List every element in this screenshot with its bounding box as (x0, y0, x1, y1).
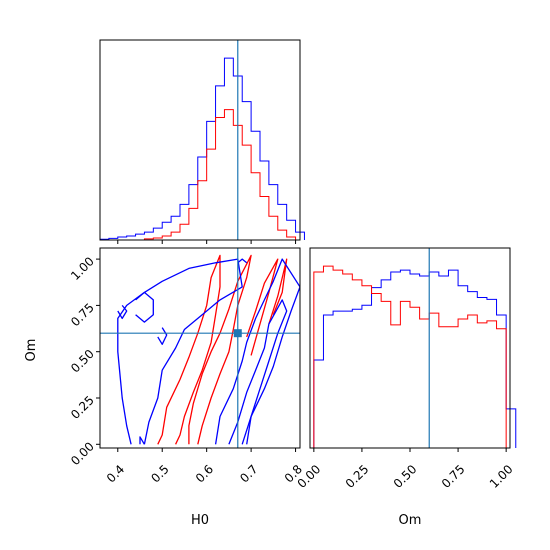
joint-contours (117, 254, 300, 445)
joint-y-tick-label-3: 0.75 (68, 300, 97, 329)
contour-9 (135, 291, 154, 323)
contour-2 (246, 258, 279, 356)
joint-x-tick-label-3: 0.7 (237, 462, 260, 485)
contour-8 (157, 327, 168, 345)
joint-x-tick-label-2: 0.6 (193, 462, 216, 485)
om-hist-x-tick-label-1: 0.25 (343, 462, 372, 491)
h0-hist-series-0 (99, 57, 305, 240)
joint-x-tick-label-0: 0.4 (104, 462, 127, 485)
h0-hist-frame (99, 39, 301, 241)
y-axis-label-om: Om (24, 339, 39, 362)
contour-7 (117, 304, 128, 320)
om-hist-x-tick-label-4: 1.00 (487, 462, 516, 491)
om-histogram-panel: 0.00 0.25 0.50 0.75 1.00 (295, 247, 517, 491)
contour-0 (157, 254, 221, 445)
h0-histogram-panel (99, 39, 305, 244)
om-hist-frame (309, 247, 511, 449)
x-axis-label-h0: H0 (191, 513, 209, 528)
joint-frame (99, 247, 301, 449)
h0-om-contour-panel: 0.4 0.5 0.6 0.7 0.80.000.250.500.751.00 (68, 247, 305, 486)
contour-4 (117, 258, 243, 445)
om-hist-x-tick-label-3: 0.75 (439, 462, 468, 491)
om-hist-series-0 (313, 269, 517, 448)
contour-10 (139, 436, 145, 445)
joint-y-tick-label-0: 0.00 (68, 439, 97, 468)
contour-11 (237, 258, 248, 264)
om-hist-x-tick-label-2: 0.50 (391, 462, 420, 491)
contour-3 (268, 258, 288, 325)
joint-y-tick-label-1: 0.25 (68, 393, 97, 422)
contour-1 (188, 254, 252, 445)
joint-y-tick-label-2: 0.50 (68, 347, 97, 376)
joint-y-tick-label-4: 1.00 (68, 254, 97, 283)
om-hist-series-1 (313, 265, 507, 448)
joint-truth-marker (233, 329, 242, 338)
x-axis-label-om: Om (399, 513, 422, 528)
contour-6 (228, 299, 288, 445)
joint-x-tick-label-1: 0.5 (148, 462, 171, 485)
h0-hist-series-1 (143, 109, 297, 240)
